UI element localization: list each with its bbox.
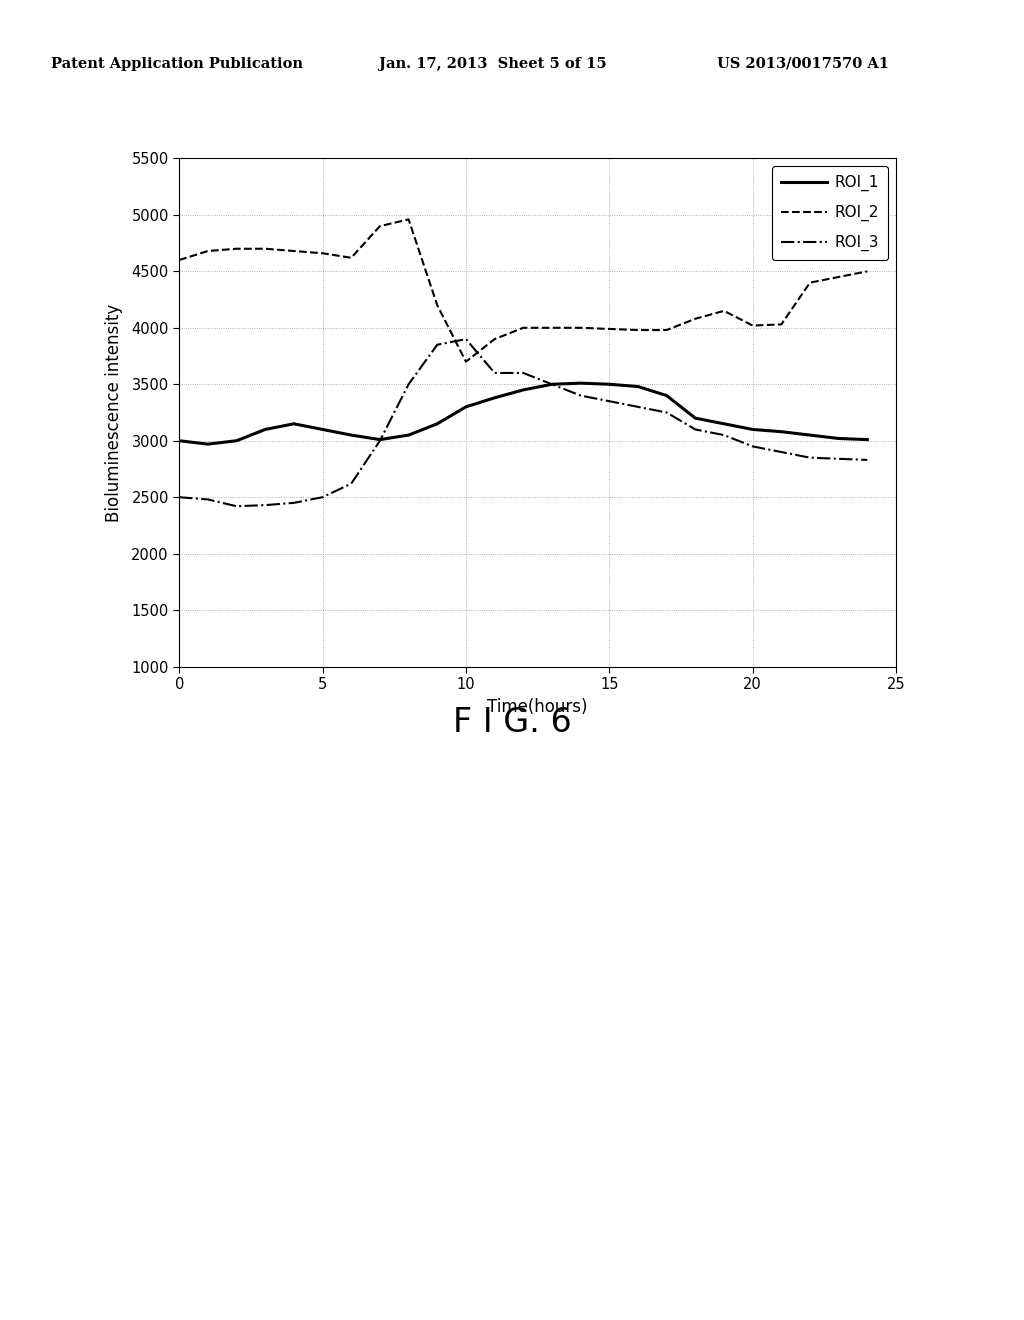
ROI_3 — [689, 421, 701, 437]
Line: ROI_3: ROI_3 — [179, 339, 867, 507]
Text: Patent Application Publication: Patent Application Publication — [51, 57, 303, 71]
ROI_1 — [230, 433, 243, 449]
ROI_2 — [488, 331, 501, 347]
Text: F I G. 6: F I G. 6 — [453, 706, 571, 739]
ROI_2 — [345, 249, 357, 265]
ROI_3 — [173, 490, 185, 506]
ROI_2 — [574, 319, 587, 335]
Text: Jan. 17, 2013  Sheet 5 of 15: Jan. 17, 2013 Sheet 5 of 15 — [379, 57, 606, 71]
ROI_3 — [488, 366, 501, 381]
ROI_3 — [517, 366, 529, 381]
ROI_2 — [402, 211, 415, 227]
ROI_3 — [833, 451, 845, 467]
ROI_1 — [718, 416, 730, 432]
ROI_1 — [546, 376, 558, 392]
ROI_2 — [632, 322, 644, 338]
ROI_2 — [316, 246, 329, 261]
ROI_2 — [861, 264, 873, 280]
ROI_2 — [230, 240, 243, 256]
ROI_2 — [833, 269, 845, 285]
Line: ROI_2: ROI_2 — [179, 219, 867, 362]
Y-axis label: Bioluminescence intensity: Bioluminescence intensity — [104, 304, 123, 521]
ROI_2 — [460, 354, 472, 370]
ROI_2 — [546, 319, 558, 335]
ROI_3 — [259, 498, 271, 513]
ROI_1 — [660, 388, 673, 404]
ROI_3 — [374, 433, 386, 449]
ROI_1 — [374, 432, 386, 447]
X-axis label: Time(hours): Time(hours) — [487, 697, 588, 715]
ROI_1 — [603, 376, 615, 392]
ROI_2 — [718, 302, 730, 318]
ROI_1 — [517, 381, 529, 397]
ROI_3 — [746, 438, 759, 454]
ROI_1 — [316, 421, 329, 437]
ROI_2 — [374, 218, 386, 234]
ROI_3 — [718, 428, 730, 444]
ROI_1 — [861, 432, 873, 447]
ROI_2 — [775, 317, 787, 333]
ROI_2 — [202, 243, 214, 259]
ROI_3 — [402, 376, 415, 392]
ROI_2 — [804, 275, 816, 290]
ROI_3 — [660, 404, 673, 420]
Text: US 2013/0017570 A1: US 2013/0017570 A1 — [717, 57, 889, 71]
ROI_2 — [173, 252, 185, 268]
ROI_3 — [460, 331, 472, 347]
ROI_1 — [202, 436, 214, 451]
Legend: ROI_1, ROI_2, ROI_3: ROI_1, ROI_2, ROI_3 — [772, 166, 889, 260]
ROI_3 — [431, 337, 443, 352]
ROI_3 — [861, 451, 873, 467]
ROI_2 — [259, 240, 271, 256]
ROI_3 — [603, 393, 615, 409]
ROI_1 — [460, 399, 472, 414]
ROI_3 — [316, 490, 329, 506]
ROI_2 — [517, 319, 529, 335]
ROI_3 — [202, 491, 214, 507]
ROI_3 — [804, 450, 816, 466]
ROI_3 — [632, 399, 644, 414]
ROI_1 — [431, 416, 443, 432]
ROI_1 — [402, 428, 415, 444]
ROI_1 — [288, 416, 300, 432]
ROI_1 — [746, 421, 759, 437]
ROI_1 — [173, 433, 185, 449]
ROI_1 — [345, 428, 357, 444]
ROI_2 — [603, 321, 615, 337]
ROI_2 — [431, 297, 443, 313]
ROI_3 — [775, 444, 787, 459]
ROI_1 — [689, 411, 701, 426]
ROI_3 — [288, 495, 300, 511]
ROI_1 — [775, 424, 787, 440]
ROI_2 — [660, 322, 673, 338]
Line: ROI_1: ROI_1 — [179, 383, 867, 444]
ROI_2 — [746, 318, 759, 334]
ROI_3 — [230, 499, 243, 515]
ROI_1 — [833, 430, 845, 446]
ROI_3 — [574, 388, 587, 404]
ROI_2 — [689, 310, 701, 326]
ROI_1 — [804, 428, 816, 444]
ROI_1 — [259, 421, 271, 437]
ROI_1 — [574, 375, 587, 391]
ROI_1 — [632, 379, 644, 395]
ROI_3 — [546, 376, 558, 392]
ROI_2 — [288, 243, 300, 259]
ROI_3 — [345, 475, 357, 491]
ROI_1 — [488, 389, 501, 405]
